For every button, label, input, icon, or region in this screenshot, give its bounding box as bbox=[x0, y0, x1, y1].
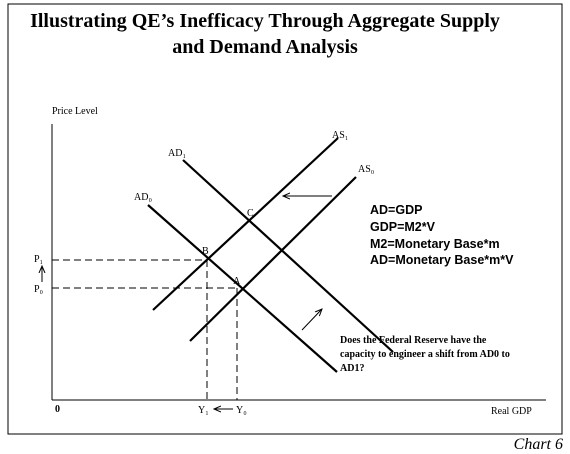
point-label: C bbox=[247, 208, 254, 219]
ad0-curve bbox=[147, 204, 338, 373]
equation: M2=Monetary Base*m bbox=[370, 237, 500, 251]
curve-label: AS₁ bbox=[332, 130, 348, 141]
y-axis-label: Price Level bbox=[52, 106, 98, 117]
ad1-curve bbox=[182, 159, 394, 353]
caption: Chart 6 bbox=[514, 436, 563, 453]
as1-curve bbox=[152, 137, 339, 311]
title-line: and Demand Analysis bbox=[172, 36, 358, 58]
question: capacity to engineer a shift from AD0 to bbox=[340, 349, 510, 360]
curve-label: AD₀ bbox=[134, 192, 152, 203]
price-label: P₀ bbox=[34, 284, 44, 295]
curves bbox=[147, 137, 394, 373]
equation: GDP=M2*V bbox=[370, 220, 436, 234]
x-axis-label: Real GDP bbox=[491, 406, 532, 417]
as0-curve bbox=[189, 176, 357, 342]
price-label: P₁ bbox=[34, 254, 43, 265]
guides bbox=[52, 259, 238, 400]
origin-label: 0 bbox=[55, 404, 60, 415]
frame bbox=[7, 3, 563, 435]
equation: AD=GDP bbox=[370, 203, 422, 217]
title-line: Illustrating QE’s Inefficacy Through Agg… bbox=[30, 10, 500, 32]
curve-label: AD₁ bbox=[168, 148, 186, 159]
equation: AD=Monetary Base*m*V bbox=[370, 253, 514, 267]
arrow bbox=[301, 309, 322, 331]
question: AD1? bbox=[340, 363, 364, 374]
point-label: B bbox=[202, 246, 209, 257]
question: Does the Federal Reserve have the bbox=[340, 335, 487, 346]
point-label: A bbox=[233, 276, 241, 287]
curve-label: AS₀ bbox=[358, 164, 375, 175]
output-label: Y₀ bbox=[236, 405, 247, 416]
output-label: Y₁ bbox=[198, 405, 209, 416]
